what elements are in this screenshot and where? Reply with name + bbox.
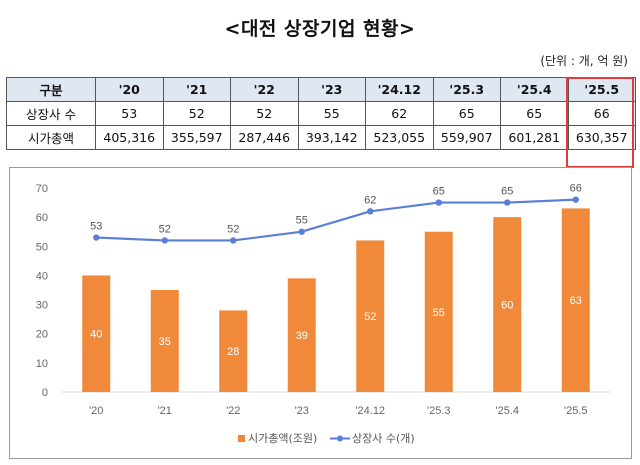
series-line: [96, 198, 576, 242]
table-cell: 62: [365, 101, 434, 126]
page-title: <대전 상장기업 현황>: [224, 18, 416, 40]
table-row: 시가총액 405,316 355,597 287,446 393,142 523…: [6, 125, 636, 150]
table-cell: 405,316: [95, 125, 164, 150]
table-col-header: '23: [297, 77, 366, 102]
bar: [356, 240, 385, 392]
legend-label-line: 상장사 수(개): [352, 432, 415, 445]
y-tick-label: 60: [36, 212, 48, 224]
x-tick-label: '25.3: [427, 405, 451, 417]
legend-marker-line: [337, 435, 343, 442]
y-tick-label: 10: [36, 358, 48, 370]
line-data-label: 55: [296, 215, 308, 227]
legend-label-bar: 시가총액(조원): [248, 432, 317, 445]
bar-data-label: 60: [501, 300, 513, 312]
table-col-header: '25.3: [432, 77, 501, 102]
table-col-header: '24.12: [365, 77, 434, 102]
x-tick-label: '25.5: [564, 405, 588, 417]
table-cell: 65: [432, 101, 501, 126]
bar-data-label: 28: [227, 346, 239, 358]
table-col-header: '20: [95, 77, 164, 102]
bar-data-label: 39: [296, 330, 308, 342]
y-tick-label: 30: [36, 300, 48, 312]
y-tick-label: 50: [36, 241, 48, 253]
bar: [219, 310, 248, 392]
x-tick-label: '20: [89, 405, 103, 417]
bar-data-label: 52: [364, 311, 376, 323]
line-point: [298, 228, 305, 235]
line-data-label: 65: [433, 186, 445, 198]
table-cell: 66: [567, 101, 636, 126]
combo-chart: 0 10 20 30 40 50 60 70 40 35 28 39 52 55 60 63 53 52 52 55 6…: [36, 183, 610, 445]
table-cell: 53: [95, 101, 164, 126]
bar: [287, 278, 316, 392]
bar: [493, 217, 522, 392]
line-data-label: 52: [159, 223, 171, 235]
line-data-label: 62: [364, 194, 376, 206]
line-point: [93, 234, 100, 241]
line-point: [161, 237, 168, 244]
unit-note: (단위 : 개, 억 원): [540, 54, 628, 68]
line-data-label: 66: [570, 183, 582, 195]
table-cell: 559,907: [432, 125, 501, 150]
legend-swatch-bar: [238, 435, 245, 442]
table-header-label: 구분: [6, 77, 96, 102]
bar: [424, 231, 453, 392]
table-cell: 355,597: [162, 125, 231, 150]
bar-data-label: 35: [159, 336, 171, 348]
table-cell: 287,446: [230, 125, 299, 150]
line-data-label: 65: [501, 186, 513, 198]
bar: [82, 275, 111, 392]
line-point: [504, 199, 511, 206]
bar-data-label: 55: [433, 307, 445, 319]
bar: [150, 290, 179, 392]
line-point: [230, 237, 237, 244]
summary-table: 구분 '20 '21 '22 '23 '24.12 '25.3 '25.4 '2…: [6, 77, 636, 150]
table-col-header: '25.5: [567, 77, 636, 102]
x-tick-label: '23: [295, 405, 309, 417]
y-tick-label: 0: [42, 387, 48, 399]
x-tick-label: '22: [226, 405, 240, 417]
x-tick-label: '25.4: [495, 405, 519, 417]
table-cell: 65: [500, 101, 569, 126]
table-cell: 55: [297, 101, 366, 126]
x-tick-label: '24.12: [355, 405, 385, 417]
line-data-label: 52: [227, 223, 239, 235]
line-point: [572, 196, 579, 203]
chart-frame: 0 10 20 30 40 50 60 70 40 35 28 39 52 55 60 63 53 52 52 55 6…: [9, 167, 632, 459]
table-cell: 630,357: [567, 125, 636, 150]
y-tick-label: 70: [36, 183, 48, 195]
table-cell: 601,281: [500, 125, 569, 150]
table-cell: 393,142: [297, 125, 366, 150]
line-point: [435, 199, 442, 206]
bar-data-label: 40: [90, 329, 102, 341]
y-tick-label: 20: [36, 329, 48, 341]
y-tick-label: 40: [36, 270, 48, 282]
table-row-label: 시가총액: [6, 125, 96, 150]
table-header-row: 구분 '20 '21 '22 '23 '24.12 '25.3 '25.4 '2…: [6, 77, 636, 102]
table-col-header: '21: [162, 77, 231, 102]
line-point: [367, 208, 374, 215]
table-col-header: '22: [230, 77, 299, 102]
table-cell: 52: [162, 101, 231, 126]
table-cell: 52: [230, 101, 299, 126]
x-tick-label: '21: [158, 405, 172, 417]
table-cell: 523,055: [365, 125, 434, 150]
table-col-header: '25.4: [500, 77, 569, 102]
table-row: 상장사 수 53 52 52 55 62 65 65 66: [6, 101, 636, 126]
bar: [561, 208, 590, 392]
line-data-label: 53: [90, 221, 102, 233]
table-row-label: 상장사 수: [6, 101, 96, 126]
bar-data-label: 63: [570, 295, 582, 307]
